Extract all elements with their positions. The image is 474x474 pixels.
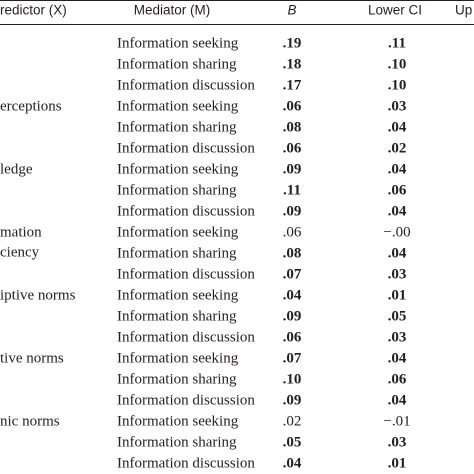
b-value: .02 [283,413,302,429]
mediator: Information sharing [117,56,237,72]
b-value: .18 [283,56,302,72]
b-value: .17 [283,77,302,93]
b-value: .06 [283,329,302,345]
mediator: Information seeking [117,224,239,240]
mediator: Information discussion [117,455,255,471]
lower-ci: .06 [388,182,407,198]
mediator: Information discussion [117,77,255,93]
b-value: .09 [283,161,302,177]
lower-ci: .03 [388,98,407,114]
lower-ci: .01 [388,287,407,303]
b-value: .09 [283,308,302,324]
b-value: .06 [283,224,302,240]
predictor: ciency [0,244,40,260]
b-value: .07 [283,266,302,282]
b-value: .08 [283,119,302,135]
lower-ci: −.00 [383,224,410,240]
header-cell: redictor (X) [0,3,67,18]
header-cell: Up [455,3,472,18]
b-value: .07 [283,350,302,366]
lower-ci: .03 [388,266,407,282]
predictor: nic norms [0,413,60,429]
mediator: Information sharing [117,182,237,198]
header-cell: B [287,3,296,18]
lower-ci: .03 [388,329,407,345]
lower-ci: .04 [388,161,407,177]
predictor: iptive norms [0,287,76,303]
header-cell: Lower CI [368,3,422,18]
lower-ci: .04 [388,245,407,261]
predictor: erceptions [0,98,62,114]
mediator: Information discussion [117,392,255,408]
b-value: .11 [283,182,301,198]
lower-ci: .06 [388,371,407,387]
b-value: .06 [283,98,302,114]
mediator: Information seeking [117,98,239,114]
b-value: .19 [283,35,302,51]
lower-ci: .02 [388,140,407,156]
lower-ci: .05 [388,308,407,324]
mediator: Information seeking [117,161,239,177]
b-value: .05 [283,434,302,450]
mediator: Information discussion [117,140,255,156]
b-value: .04 [283,287,302,303]
lower-ci: .04 [388,392,407,408]
lower-ci: .10 [388,56,407,72]
lower-ci: .01 [388,455,407,471]
lower-ci: .04 [388,203,407,219]
mediator: Information sharing [117,308,237,324]
lower-ci: .04 [388,350,407,366]
predictor: ledge [0,161,33,177]
lower-ci: −.01 [383,413,410,429]
mediator: Information discussion [117,266,255,282]
b-value: .06 [283,140,302,156]
b-value: .10 [283,371,302,387]
mediator: Information discussion [117,329,255,345]
mediator: Information discussion [117,203,255,219]
lower-ci: .10 [388,77,407,93]
b-value: .08 [283,245,302,261]
mediator: Information seeking [117,350,239,366]
mediator: Information seeking [117,35,239,51]
b-value: .09 [283,203,302,219]
mediator: Information sharing [117,371,237,387]
b-value: .04 [283,455,302,471]
mediator: Information sharing [117,119,237,135]
lower-ci: .04 [388,119,407,135]
lower-ci: .11 [388,35,406,51]
mediator: Information sharing [117,434,237,450]
mediator: Information seeking [117,413,239,429]
header-cell: Mediator (M) [134,3,211,18]
predictor: tive norms [0,350,64,366]
b-value: .09 [283,392,302,408]
mediator: Information seeking [117,287,239,303]
mediator: Information sharing [117,245,237,261]
predictor: mation [0,224,42,240]
lower-ci: .03 [388,434,407,450]
